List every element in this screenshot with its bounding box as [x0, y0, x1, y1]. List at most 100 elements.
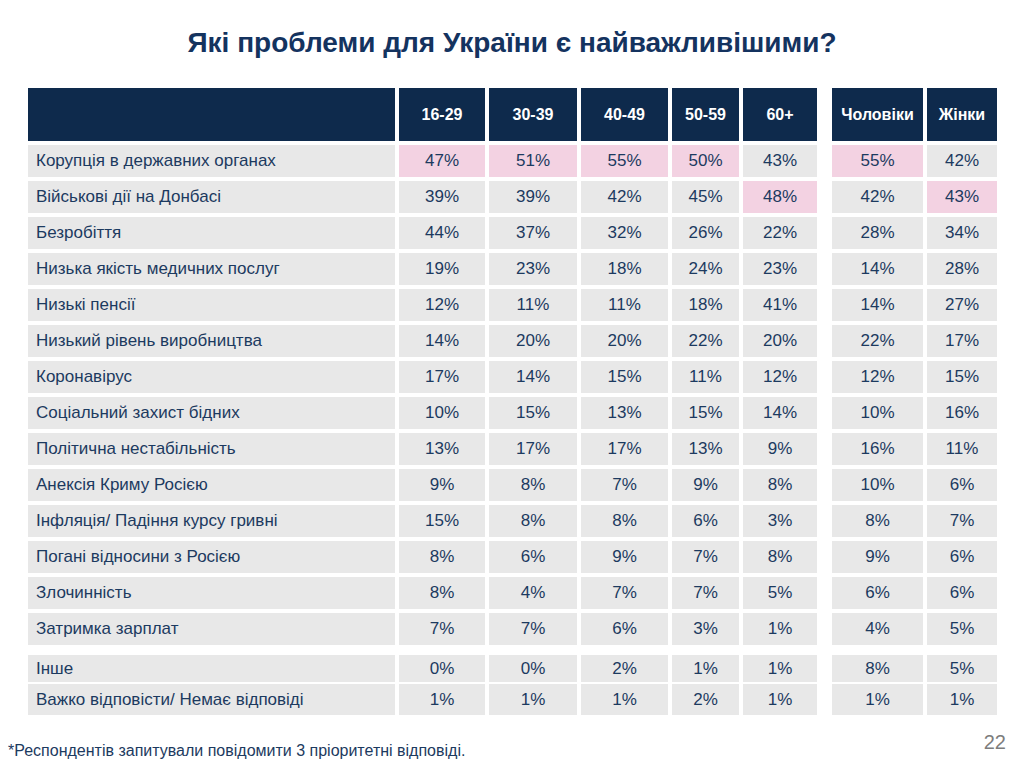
value-cell: 7%: [489, 613, 577, 645]
row-label: Низькі пенсії: [28, 289, 395, 321]
value-cell: 9%: [581, 541, 668, 573]
column-header: 40-49: [581, 88, 668, 141]
slide-title: Які проблеми для України є найважливішим…: [0, 27, 1024, 59]
value-cell: 8%: [489, 469, 577, 501]
value-cell: 17%: [399, 361, 485, 393]
value-cell: 5%: [927, 655, 997, 682]
value-cell: 0%: [399, 655, 485, 682]
value-cell: 28%: [927, 253, 997, 285]
value-cell: 37%: [489, 217, 577, 249]
row-label: Низький рівень виробництва: [28, 325, 395, 357]
value-cell: 51%: [489, 145, 577, 177]
value-cell: 1%: [672, 655, 739, 682]
value-cell: 10%: [832, 397, 923, 429]
value-cell: 14%: [743, 397, 817, 429]
value-cell: 42%: [927, 145, 997, 177]
value-cell: 8%: [832, 505, 923, 537]
problems-table: 16-2930-3940-4950-5960+ЧоловікиЖінкиКору…: [28, 88, 997, 715]
value-cell: 11%: [489, 289, 577, 321]
value-cell: 7%: [672, 541, 739, 573]
row-label: Політична нестабільність: [28, 433, 395, 465]
value-cell: 20%: [581, 325, 668, 357]
value-cell: 55%: [581, 145, 668, 177]
value-cell: 39%: [489, 181, 577, 213]
value-cell: 9%: [672, 469, 739, 501]
value-cell: 1%: [489, 684, 577, 715]
value-cell: 8%: [581, 505, 668, 537]
value-cell: 34%: [927, 217, 997, 249]
column-header: 60+: [743, 88, 817, 141]
row-label: Військові дії на Донбасі: [28, 181, 395, 213]
value-cell: 6%: [927, 541, 997, 573]
value-cell: 17%: [927, 325, 997, 357]
value-cell: 43%: [743, 145, 817, 177]
row-label: Інше: [28, 655, 395, 682]
value-cell: 15%: [399, 505, 485, 537]
value-cell: 48%: [743, 181, 817, 213]
value-cell: 8%: [399, 541, 485, 573]
value-cell: 20%: [743, 325, 817, 357]
value-cell: 41%: [743, 289, 817, 321]
value-cell: 13%: [672, 433, 739, 465]
row-label: Соціальний захист бідних: [28, 397, 395, 429]
value-cell: 14%: [832, 253, 923, 285]
value-cell: 14%: [832, 289, 923, 321]
value-cell: 23%: [743, 253, 817, 285]
value-cell: 43%: [927, 181, 997, 213]
value-cell: 11%: [581, 289, 668, 321]
value-cell: 7%: [399, 613, 485, 645]
value-cell: 6%: [832, 577, 923, 609]
value-cell: 6%: [927, 577, 997, 609]
value-cell: 9%: [743, 433, 817, 465]
value-cell: 16%: [832, 433, 923, 465]
value-cell: 23%: [489, 253, 577, 285]
value-cell: 39%: [399, 181, 485, 213]
value-cell: 18%: [581, 253, 668, 285]
value-cell: 8%: [743, 541, 817, 573]
column-header: 16-29: [399, 88, 485, 141]
header-corner: [28, 88, 395, 141]
value-cell: 5%: [927, 613, 997, 645]
value-cell: 44%: [399, 217, 485, 249]
value-cell: 17%: [581, 433, 668, 465]
value-cell: 6%: [489, 541, 577, 573]
row-label: Важко відповісти/ Немає відповіді: [28, 684, 395, 715]
value-cell: 10%: [832, 469, 923, 501]
value-cell: 14%: [489, 361, 577, 393]
value-cell: 42%: [832, 181, 923, 213]
value-cell: 1%: [832, 684, 923, 715]
value-cell: 12%: [399, 289, 485, 321]
value-cell: 20%: [489, 325, 577, 357]
value-cell: 7%: [672, 577, 739, 609]
value-cell: 3%: [672, 613, 739, 645]
value-cell: 15%: [489, 397, 577, 429]
value-cell: 4%: [489, 577, 577, 609]
page-number: 22: [984, 731, 1006, 754]
value-cell: 24%: [672, 253, 739, 285]
value-cell: 1%: [927, 684, 997, 715]
value-cell: 15%: [672, 397, 739, 429]
value-cell: 22%: [832, 325, 923, 357]
value-cell: 13%: [581, 397, 668, 429]
row-label: Погані відносини з Росією: [28, 541, 395, 573]
row-label: Низька якість медичних послуг: [28, 253, 395, 285]
value-cell: 6%: [927, 469, 997, 501]
value-cell: 8%: [489, 505, 577, 537]
value-cell: 42%: [581, 181, 668, 213]
value-cell: 19%: [399, 253, 485, 285]
value-cell: 3%: [743, 505, 817, 537]
row-label: Затримка зарплат: [28, 613, 395, 645]
value-cell: 1%: [743, 684, 817, 715]
value-cell: 6%: [672, 505, 739, 537]
value-cell: 17%: [489, 433, 577, 465]
value-cell: 15%: [927, 361, 997, 393]
row-label: Корупція в державних органах: [28, 145, 395, 177]
column-header: Жінки: [927, 88, 997, 141]
value-cell: 10%: [399, 397, 485, 429]
value-cell: 2%: [581, 655, 668, 682]
value-cell: 55%: [832, 145, 923, 177]
value-cell: 4%: [832, 613, 923, 645]
value-cell: 8%: [743, 469, 817, 501]
row-label: Безробіття: [28, 217, 395, 249]
value-cell: 22%: [672, 325, 739, 357]
